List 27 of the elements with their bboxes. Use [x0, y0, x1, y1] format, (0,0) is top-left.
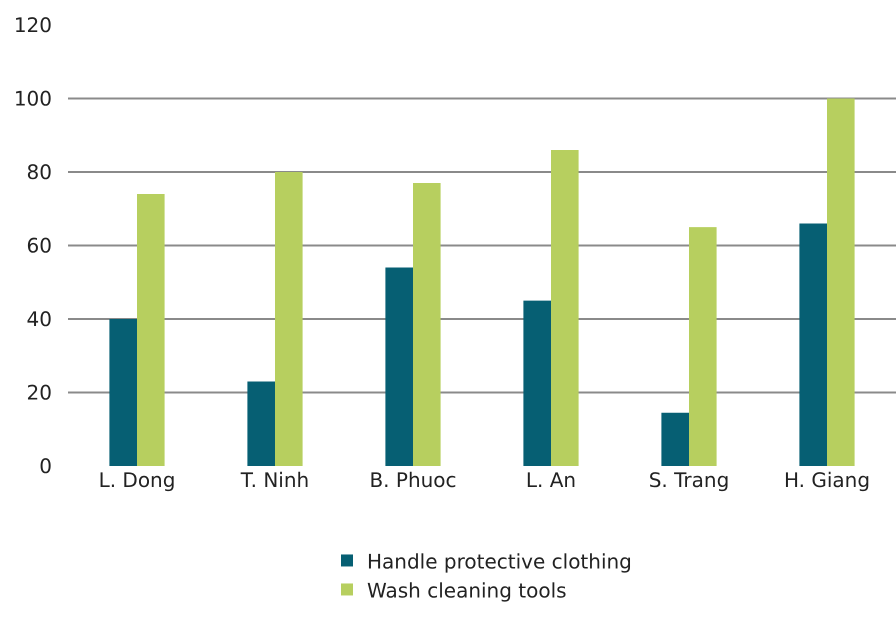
y-tick-label: 0: [39, 454, 52, 478]
bar: [523, 300, 551, 466]
y-tick-label: 60: [26, 234, 52, 258]
x-tick-label: S. Trang: [648, 468, 730, 492]
bar: [551, 150, 579, 466]
x-tick-label: L. Dong: [98, 468, 176, 492]
x-tick-label: T. Ninh: [240, 468, 310, 492]
bar: [689, 227, 717, 466]
y-tick-label: 20: [26, 380, 52, 404]
y-tick-label: 120: [14, 13, 52, 37]
bar: [385, 268, 413, 466]
legend-label: Wash cleaning tools: [367, 578, 567, 602]
y-tick-label: 80: [26, 160, 52, 184]
legend-label: Handle protective clothing: [367, 549, 632, 574]
bar: [247, 381, 275, 466]
x-tick-label: B. Phuoc: [369, 468, 457, 492]
x-tick-label: H. Giang: [784, 468, 870, 492]
x-tick-label: L. An: [526, 468, 576, 492]
bar: [275, 172, 303, 466]
y-tick-label: 100: [14, 86, 52, 110]
bar: [109, 319, 137, 466]
bar: [413, 183, 441, 466]
bar: [827, 98, 855, 466]
bar: [661, 412, 689, 466]
bar: [799, 223, 827, 466]
y-tick-label: 40: [26, 307, 52, 331]
bar: [137, 194, 165, 466]
